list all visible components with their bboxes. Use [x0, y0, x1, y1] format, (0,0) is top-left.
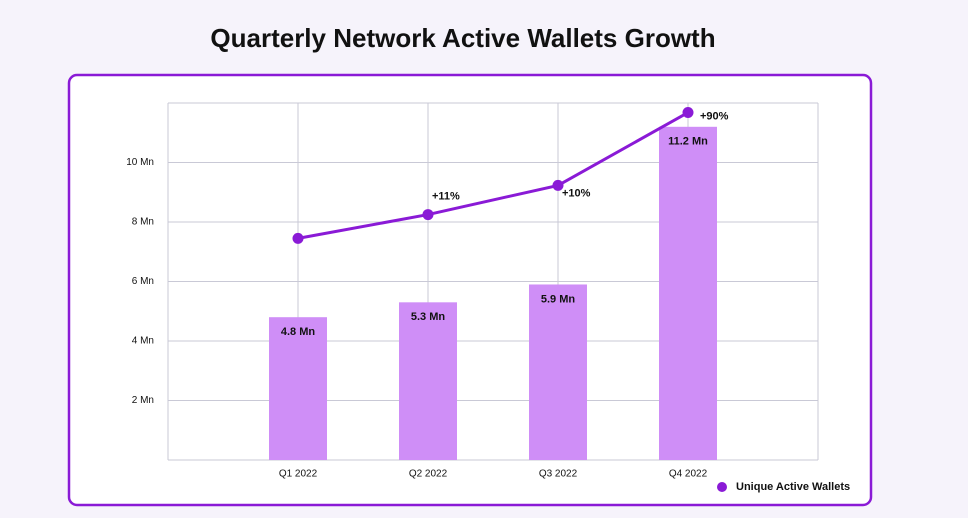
bar	[269, 317, 327, 460]
legend-label: Unique Active Wallets	[736, 481, 850, 493]
y-tick-label: 6 Mn	[132, 276, 154, 287]
line-marker	[292, 232, 304, 244]
growth-label: +11%	[432, 190, 460, 202]
y-tick-label: 8 Mn	[132, 217, 154, 228]
line-marker	[422, 209, 434, 221]
chart-frame	[67, 73, 873, 507]
x-tick-label: Q1 2022	[279, 469, 318, 480]
bar	[659, 126, 717, 461]
x-tick-label: Q4 2022	[669, 469, 708, 480]
legend-marker	[717, 482, 727, 492]
bar-value-label: 5.3 Mn	[411, 311, 446, 323]
y-tick-label: 10 Mn	[126, 157, 154, 168]
y-tick-label: 4 Mn	[132, 336, 154, 347]
growth-label: +10%	[562, 187, 591, 199]
chart-title: Quarterly Network Active Wallets Growth	[210, 23, 715, 53]
line-marker	[552, 179, 564, 191]
x-tick-label: Q2 2022	[409, 469, 448, 480]
bar-value-label: 11.2 Mn	[668, 136, 708, 148]
line	[297, 111, 689, 240]
y-tick-label: 2 Mn	[132, 395, 154, 406]
x-tick-label: Q3 2022	[539, 469, 578, 480]
growth-label: +90%	[700, 110, 729, 122]
line-marker	[682, 107, 694, 119]
bar-value-label: 5.9 Mn	[541, 293, 576, 305]
bar-value-label: 4.8 Mn	[281, 326, 316, 338]
bar	[399, 302, 457, 460]
bar	[529, 284, 587, 460]
